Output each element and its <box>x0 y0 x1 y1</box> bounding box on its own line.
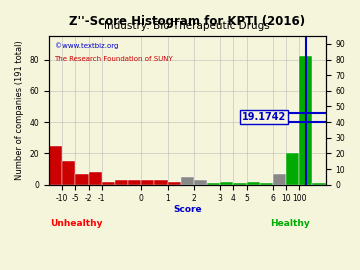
Bar <box>115 180 128 185</box>
Bar <box>181 177 194 185</box>
Y-axis label: Number of companies (191 total): Number of companies (191 total) <box>15 40 24 180</box>
Bar <box>89 172 102 185</box>
Title: Z''-Score Histogram for KPTI (2016): Z''-Score Histogram for KPTI (2016) <box>69 15 305 28</box>
Bar <box>247 181 260 185</box>
Bar <box>128 180 141 185</box>
Bar <box>75 174 89 185</box>
Bar <box>312 183 325 185</box>
Bar <box>233 183 247 185</box>
Bar <box>154 180 167 185</box>
Text: Unhealthy: Unhealthy <box>50 219 103 228</box>
Bar <box>49 146 62 185</box>
Bar <box>260 183 273 185</box>
Text: ©www.textbiz.org: ©www.textbiz.org <box>55 42 118 49</box>
Bar <box>167 181 181 185</box>
Bar <box>62 161 75 185</box>
Text: The Research Foundation of SUNY: The Research Foundation of SUNY <box>55 56 173 62</box>
Bar <box>273 174 286 185</box>
Text: Industry: Bio Therapeutic Drugs: Industry: Bio Therapeutic Drugs <box>104 21 270 31</box>
Bar <box>194 180 207 185</box>
Text: Healthy: Healthy <box>270 219 310 228</box>
Bar <box>220 181 233 185</box>
Bar <box>299 56 312 185</box>
Text: 19.1742: 19.1742 <box>242 112 286 122</box>
X-axis label: Score: Score <box>173 205 202 214</box>
Bar <box>102 181 115 185</box>
Bar <box>207 183 220 185</box>
Bar <box>286 153 299 185</box>
Bar <box>141 180 154 185</box>
